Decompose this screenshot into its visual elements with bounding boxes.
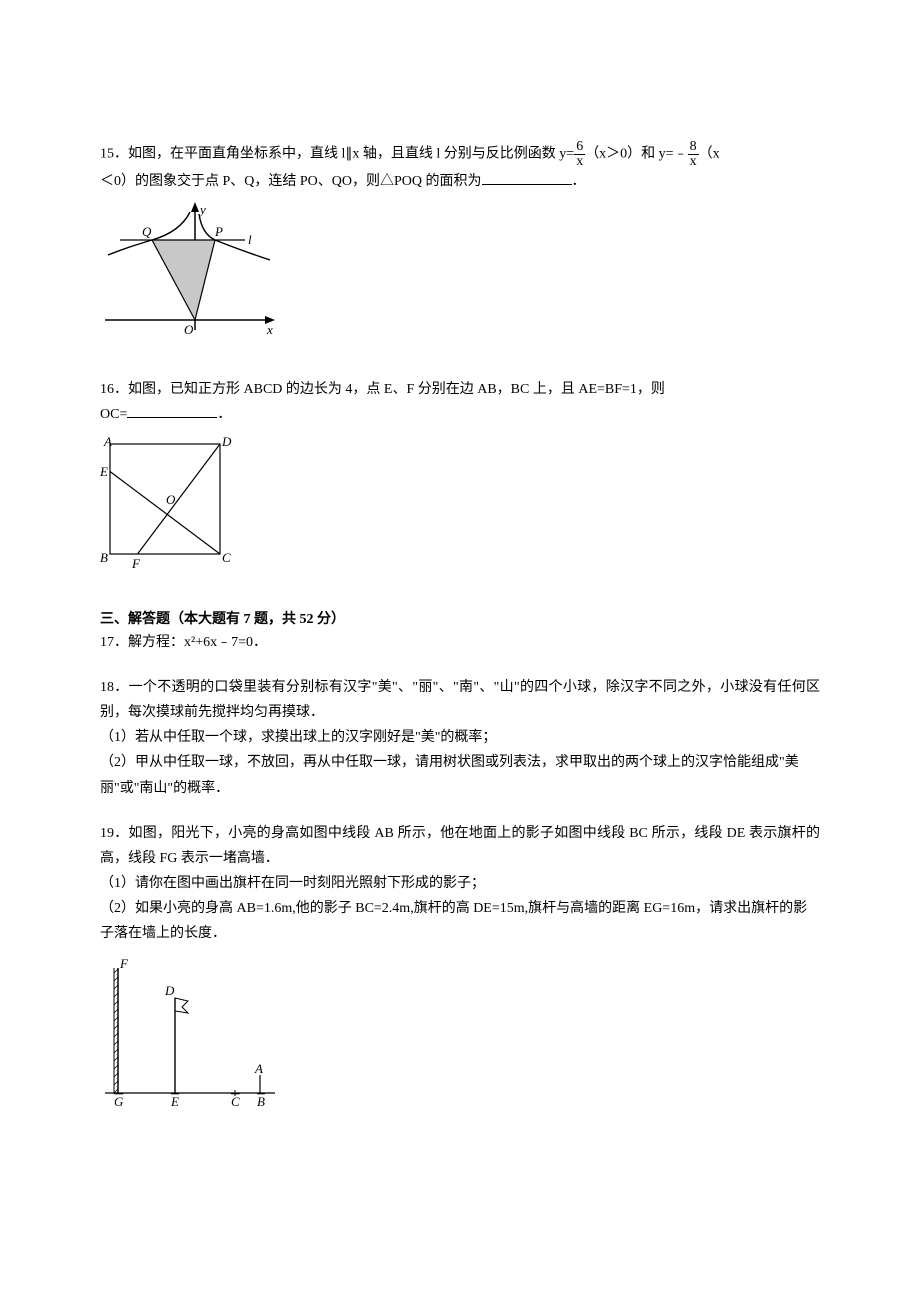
label-P: P [214, 224, 223, 239]
q16-line2b: ． [217, 407, 231, 422]
question-19: 19．如图，阳光下，小亮的身高如图中线段 AB 所示，他在地面上的影子如图中线段… [100, 821, 820, 1115]
label-D: D [164, 983, 175, 998]
q19-figure: F G D E A B C [100, 953, 820, 1115]
label-G: G [114, 1094, 124, 1108]
q15-part-b: （x＞0）和 y=﹣ [585, 147, 687, 162]
q18-sub1: （1）若从中任取一个球，求摸出球上的汉字刚好是"美"的概率； [100, 725, 820, 750]
label-C: C [222, 550, 231, 565]
q15-frac2-den: x [688, 155, 699, 169]
question-17: 17．解方程：x²+6x﹣7=0． [100, 630, 820, 655]
label-F: F [119, 956, 129, 971]
q15-part-a: 15．如图，在平面直角坐标系中，直线 l∥x 轴，且直线 l 分别与反比例函数 … [100, 147, 574, 162]
q15-frac1: 6x [574, 140, 585, 169]
q17-text: 17．解方程：x²+6x﹣7=0． [100, 630, 820, 655]
label-y: y [198, 202, 206, 217]
q18-stem: 18．一个不透明的口袋里装有分别标有汉字"美"、"丽"、"南"、"山"的四个小球… [100, 675, 820, 725]
q16-line2a: OC= [100, 407, 127, 422]
label-O: O [184, 322, 194, 337]
label-B: B [257, 1094, 265, 1108]
q16-figure: A D E B F C O [100, 434, 820, 581]
flag-icon [175, 998, 188, 1013]
label-A: A [103, 434, 112, 449]
q15-part-c: （x [699, 147, 720, 162]
label-A: A [254, 1061, 263, 1076]
q15-frac1-den: x [574, 155, 585, 169]
q19-sub2: （2）如果小亮的身高 AB=1.6m,他的影子 BC=2.4m,旗杆的高 DE=… [100, 896, 820, 946]
page: 15．如图，在平面直角坐标系中，直线 l∥x 轴，且直线 l 分别与反比例函数 … [0, 0, 920, 1195]
q15-frac2-num: 8 [688, 140, 699, 155]
label-l: l [248, 232, 252, 247]
q15-text: 15．如图，在平面直角坐标系中，直线 l∥x 轴，且直线 l 分别与反比例函数 … [100, 140, 820, 194]
square-abcd [110, 444, 220, 554]
question-15: 15．如图，在平面直角坐标系中，直线 l∥x 轴，且直线 l 分别与反比例函数 … [100, 140, 820, 357]
question-18: 18．一个不透明的口袋里装有分别标有汉字"美"、"丽"、"南"、"山"的四个小球… [100, 675, 820, 801]
y-arrow [191, 202, 199, 212]
q16-line1: 16．如图，已知正方形 ABCD 的边长为 4，点 E、F 分别在边 AB，BC… [100, 382, 665, 397]
q15-line2b: ． [572, 174, 586, 189]
label-E: E [100, 464, 108, 479]
q18-sub2: （2）甲从中任取一球，不放回，再从中任取一球，请用树状图或列表法，求甲取出的两个… [100, 750, 820, 800]
q15-frac1-num: 6 [574, 140, 585, 155]
question-16: 16．如图，已知正方形 ABCD 的边长为 4，点 E、F 分别在边 AB，BC… [100, 377, 820, 580]
label-B: B [100, 550, 108, 565]
q15-frac2: 8x [688, 140, 699, 169]
q15-blank [482, 170, 572, 185]
label-D: D [221, 434, 232, 449]
q15-line2a: ＜0）的图象交于点 P、Q，连结 PO、QO，则△POQ 的面积为 [100, 174, 482, 189]
line-CE [110, 471, 220, 554]
q19-stem: 19．如图，阳光下，小亮的身高如图中线段 AB 所示，他在地面上的影子如图中线段… [100, 821, 820, 871]
q19-svg: F G D E A B C [100, 953, 280, 1108]
q16-blank [127, 403, 217, 418]
section-3-title: 三、解答题（本大题有 7 题，共 52 分） [100, 609, 820, 630]
q16-svg: A D E B F C O [100, 434, 240, 574]
label-C: C [231, 1094, 240, 1108]
label-Q: Q [142, 224, 152, 239]
line-DF [138, 444, 221, 554]
q16-text: 16．如图，已知正方形 ABCD 的边长为 4，点 E、F 分别在边 AB，BC… [100, 377, 820, 427]
q15-figure: y x O P Q l [100, 200, 820, 357]
q15-svg: y x O P Q l [100, 200, 280, 350]
label-O: O [166, 492, 176, 507]
label-F: F [131, 556, 141, 571]
q19-sub1: （1）请你在图中画出旗杆在同一时刻阳光照射下形成的影子； [100, 871, 820, 896]
label-E: E [170, 1094, 179, 1108]
label-x: x [266, 322, 273, 337]
